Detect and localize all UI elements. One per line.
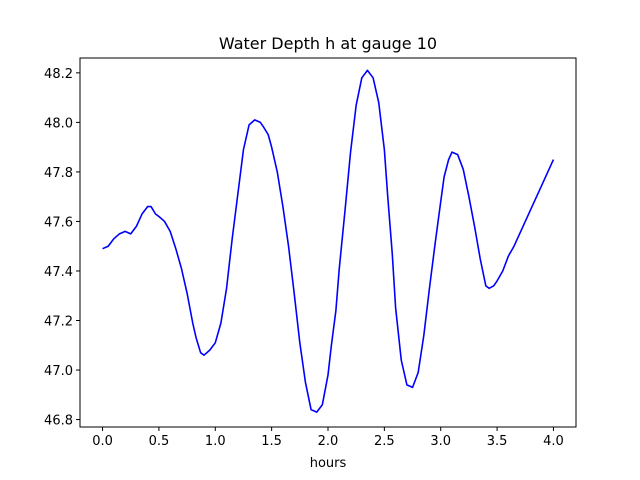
x-tick-label: 4.0	[543, 434, 564, 449]
y-tick-label: 48.2	[44, 67, 73, 82]
y-tick-label: 47.2	[44, 315, 73, 330]
y-tick-label: 46.8	[44, 414, 73, 429]
x-tick-label: 0.0	[92, 434, 113, 449]
y-axis: 46.8 47.0 47.2 47.4 47.6 47.8 48.0 48.2	[44, 67, 80, 429]
y-tick-label: 47.0	[44, 364, 73, 379]
y-tick-label: 48.0	[44, 116, 73, 131]
plot-area	[102, 69, 555, 413]
x-tick-label: 3.0	[430, 434, 451, 449]
x-tick-label: 2.0	[318, 434, 339, 449]
x-tick-label: 2.5	[374, 434, 395, 449]
y-tick-label: 47.8	[44, 166, 73, 181]
series-line-0	[102, 69, 555, 413]
x-axis: 0.0 0.5 1.0 1.5 2.0 2.5 3.0 3.5 4.0	[92, 427, 564, 449]
x-tick-label: 1.5	[261, 434, 282, 449]
x-axis-label: hours	[310, 456, 347, 471]
x-tick-label: 0.5	[149, 434, 170, 449]
y-tick-label: 47.4	[44, 265, 73, 280]
chart-title: Water Depth h at gauge 10	[219, 34, 437, 53]
x-tick-label: 3.5	[487, 434, 508, 449]
y-tick-label: 47.6	[44, 215, 73, 230]
x-tick-label: 1.0	[205, 434, 226, 449]
